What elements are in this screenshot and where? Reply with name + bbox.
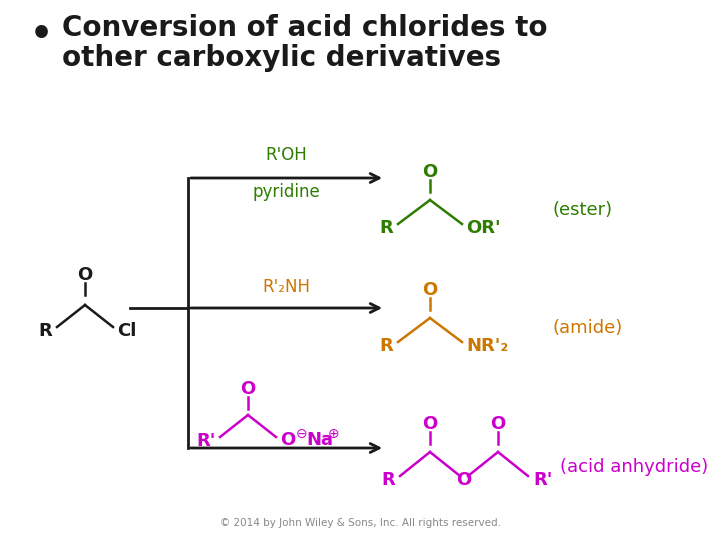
Text: (ester): (ester) [552,201,612,219]
Text: R': R' [197,432,216,450]
Text: R'₂NH: R'₂NH [263,278,310,296]
Text: OR': OR' [466,219,500,237]
Text: O: O [423,163,438,181]
Text: R: R [38,322,52,340]
Text: R': R' [533,471,552,489]
Text: (amide): (amide) [552,319,622,337]
Text: R: R [382,471,395,489]
Text: © 2014 by John Wiley & Sons, Inc. All rights reserved.: © 2014 by John Wiley & Sons, Inc. All ri… [220,518,500,528]
Text: O: O [490,415,505,433]
Text: (acid anhydride): (acid anhydride) [560,458,708,476]
Text: O: O [423,281,438,299]
Text: pyridine: pyridine [253,183,320,201]
Text: O: O [240,380,256,398]
Text: ⊖: ⊖ [296,427,307,441]
Text: O: O [423,415,438,433]
Text: NR'₂: NR'₂ [466,337,508,355]
Text: •: • [30,18,53,52]
Text: Conversion of acid chlorides to: Conversion of acid chlorides to [62,14,547,42]
Text: O: O [280,431,295,449]
Text: other carboxylic derivatives: other carboxylic derivatives [62,44,501,72]
Text: Na: Na [306,431,333,449]
Text: O: O [77,266,93,284]
Text: Cl: Cl [117,322,136,340]
Text: R'OH: R'OH [266,146,307,164]
Text: R: R [379,337,393,355]
Text: O: O [456,471,472,489]
Text: ⊕: ⊕ [328,427,340,441]
Text: R: R [379,219,393,237]
